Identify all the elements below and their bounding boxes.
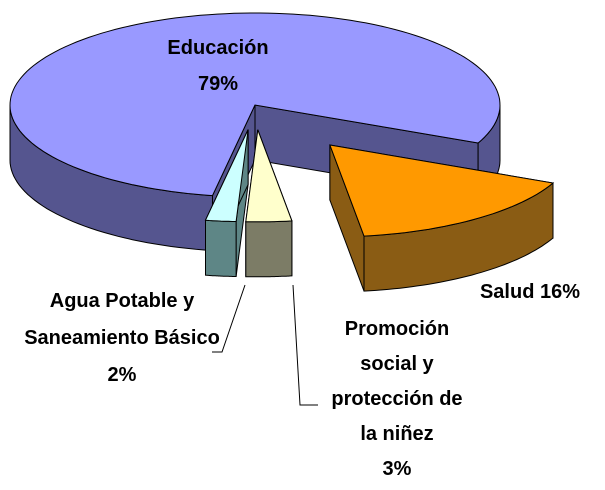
slice [9, 12, 501, 197]
leader-line [212, 284, 246, 353]
value-label: 2% [107, 364, 137, 386]
leader-line [292, 284, 318, 406]
slice [329, 144, 555, 237]
slice-label: Educación 79% [128, 30, 308, 102]
slice [204, 129, 249, 222]
slice [245, 129, 293, 223]
category-label: Salud [479, 281, 535, 303]
value-label: 16% [539, 281, 581, 303]
value-label: 79% [197, 73, 239, 95]
category-label: Promoción social y protección de la niñe… [331, 318, 463, 445]
category-label: Educación [167, 37, 269, 59]
category-label: Agua Potable y Saneamiento Básico [24, 290, 220, 349]
slice-side [245, 220, 293, 278]
slice-label: Agua Potable y Saneamiento Básico 2% [22, 283, 222, 394]
slice-side [205, 219, 237, 277]
slice-label: Salud 16% [455, 274, 605, 310]
slices [9, 12, 555, 292]
slice-label: Promoción social y protección de la niñe… [322, 312, 472, 487]
value-label: 3% [382, 458, 412, 480]
